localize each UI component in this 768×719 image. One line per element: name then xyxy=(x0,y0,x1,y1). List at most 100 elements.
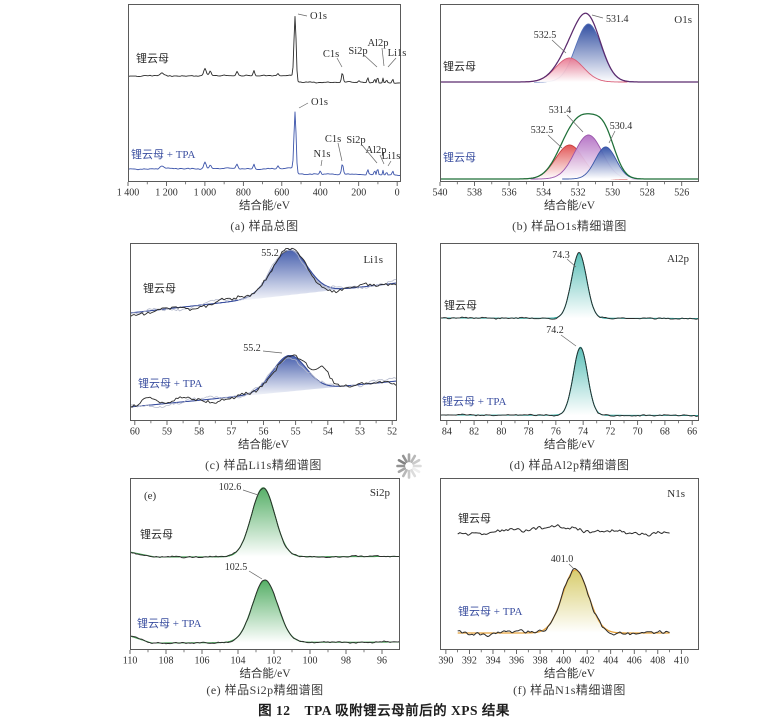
svg-text:102.5: 102.5 xyxy=(225,562,248,573)
svg-text:84: 84 xyxy=(442,427,452,438)
svg-text:76: 76 xyxy=(551,427,561,438)
svg-text:408: 408 xyxy=(650,656,665,667)
svg-text:406: 406 xyxy=(627,656,642,667)
svg-text:394: 394 xyxy=(485,656,500,667)
svg-text:锂云母 + TPA: 锂云母 + TPA xyxy=(131,147,196,161)
svg-text:锂云母 + TPA: 锂云母 + TPA xyxy=(138,376,203,390)
svg-text:55.2: 55.2 xyxy=(261,248,279,259)
subplot-e-caption: (e) 样品Si2p精细谱图 xyxy=(206,683,324,697)
svg-text:N1s: N1s xyxy=(314,149,331,160)
subplot-d-al2p: 84 82 80 78 76 74 72 70 68 66 锂云母 锂云母 + TPA 74.3 74.2… xyxy=(440,243,699,472)
svg-text:锂云母: 锂云母 xyxy=(140,527,173,541)
svg-text:1 200: 1 200 xyxy=(155,188,178,199)
svg-text:Li1s: Li1s xyxy=(382,151,401,162)
svg-text:530.4: 530.4 xyxy=(610,121,633,132)
svg-text:531.4: 531.4 xyxy=(606,14,629,25)
svg-text:58: 58 xyxy=(194,427,204,438)
svg-text:106: 106 xyxy=(195,656,210,667)
figure-caption: 图 12 TPA 吸附锂云母前后的 XPS 结果 xyxy=(258,703,510,718)
svg-text:400: 400 xyxy=(556,656,571,667)
svg-text:74.3: 74.3 xyxy=(552,250,570,261)
svg-text:Li1s: Li1s xyxy=(363,254,383,266)
svg-text:78: 78 xyxy=(524,427,534,438)
svg-text:锂云母: 锂云母 xyxy=(443,150,476,164)
svg-text:Si2p: Si2p xyxy=(348,46,367,57)
svg-text:1 400: 1 400 xyxy=(117,188,140,199)
svg-text:锂云母 + TPA: 锂云母 + TPA xyxy=(442,394,507,408)
svg-text:Li1s: Li1s xyxy=(388,48,407,59)
svg-text:锂云母 + TPA: 锂云母 + TPA xyxy=(458,604,523,618)
svg-text:82: 82 xyxy=(469,427,479,438)
svg-text:528: 528 xyxy=(640,188,655,199)
subplot-f-xaxis-label: 结合能/eV xyxy=(543,668,596,680)
subplot-f-n1s: 390 392 394 396 398 400 402 404 406 408 410 锂云母 锂云母 … xyxy=(438,478,699,697)
svg-text:400: 400 xyxy=(313,188,328,199)
svg-text:55.2: 55.2 xyxy=(243,343,261,354)
svg-text:104: 104 xyxy=(231,656,246,667)
svg-text:530: 530 xyxy=(605,188,620,199)
svg-text:396: 396 xyxy=(509,656,524,667)
svg-text:108: 108 xyxy=(159,656,174,667)
svg-text:Al2p: Al2p xyxy=(366,145,387,156)
subplot-b-xaxis-label: 结合能/eV xyxy=(543,200,596,212)
subplot-d-caption: (d) 样品Al2p精细谱图 xyxy=(509,458,630,472)
svg-text:102.6: 102.6 xyxy=(219,482,242,493)
subplot-f-caption: (f) 样品N1s精细谱图 xyxy=(513,683,626,697)
svg-text:110: 110 xyxy=(123,656,138,667)
svg-text:C1s: C1s xyxy=(325,134,341,145)
svg-text:526: 526 xyxy=(674,188,689,199)
svg-text:60: 60 xyxy=(130,427,140,438)
svg-text:1 000: 1 000 xyxy=(194,188,217,199)
subplot-e-xaxis-label: 结合能/eV xyxy=(239,668,291,680)
svg-text:538: 538 xyxy=(467,188,482,199)
svg-text:200: 200 xyxy=(351,188,366,199)
svg-text:70: 70 xyxy=(633,427,643,438)
svg-text:O1s: O1s xyxy=(310,11,327,22)
svg-text:锂云母 + TPA: 锂云母 + TPA xyxy=(137,616,202,630)
svg-text:72: 72 xyxy=(605,427,615,438)
svg-text:Si2p: Si2p xyxy=(346,135,365,146)
svg-text:锂云母: 锂云母 xyxy=(443,59,476,73)
subplot-a-xaxis-label: 结合能/eV xyxy=(238,200,291,212)
svg-text:54: 54 xyxy=(323,427,333,438)
subplot-f-plot-canvas: 390 392 394 396 398 400 402 404 406 408 410 锂云母锂云母 … xyxy=(438,478,699,667)
subplot-b-caption: (b) 样品O1s精细谱图 xyxy=(512,219,627,233)
subplot-e-si2p: 110 108 106 104 102 100 98 96 锂云母 锂云母 + TPA 102.6 1… xyxy=(123,478,400,697)
svg-text:534: 534 xyxy=(536,188,551,199)
svg-text:C1s: C1s xyxy=(323,49,339,60)
svg-text:57: 57 xyxy=(226,427,236,438)
svg-text:52: 52 xyxy=(387,427,397,438)
svg-text:Al2p: Al2p xyxy=(667,253,690,265)
svg-text:531.4: 531.4 xyxy=(549,105,572,116)
svg-text:锂云母: 锂云母 xyxy=(143,281,176,295)
subplot-b-o1s: 540 538 536 534 532 530 528 526 锂云母 锂云母 531.4 532.5… xyxy=(433,4,699,233)
svg-text:O1s: O1s xyxy=(311,97,328,108)
svg-text:锂云母: 锂云母 xyxy=(444,298,477,312)
svg-text:800: 800 xyxy=(236,188,251,199)
svg-text:74.2: 74.2 xyxy=(546,325,564,336)
svg-text:540: 540 xyxy=(433,188,448,199)
svg-text:532: 532 xyxy=(571,188,586,199)
svg-text:390: 390 xyxy=(438,656,453,667)
subplot-d-xaxis-label: 结合能/eV xyxy=(543,439,596,451)
svg-text:532.5: 532.5 xyxy=(531,125,554,136)
svg-text:410: 410 xyxy=(674,656,689,667)
subplot-a-caption: (a) 样品总图 xyxy=(230,219,299,233)
svg-text:102: 102 xyxy=(267,656,282,667)
subplot-b-plot-canvas: 540 538 536 534 532 530 528 526锂云母锂云母531.4532.5… xyxy=(433,4,699,199)
svg-text:96: 96 xyxy=(377,656,387,667)
svg-text:59: 59 xyxy=(162,427,172,438)
subplot-c-li1s: 60 59 58 57 56 55 54 53 52 锂云母 锂云母 + TPA 55.2 55.2 Li… xyxy=(130,243,397,472)
svg-text:80: 80 xyxy=(496,427,506,438)
svg-text:536: 536 xyxy=(502,188,517,199)
svg-text:Si2p: Si2p xyxy=(370,487,391,499)
svg-text:锂云母: 锂云母 xyxy=(458,511,491,525)
svg-text:532.5: 532.5 xyxy=(534,30,557,41)
svg-text:55: 55 xyxy=(291,427,301,438)
subplot-c-caption: (c) 样品Li1s精细谱图 xyxy=(205,458,322,472)
